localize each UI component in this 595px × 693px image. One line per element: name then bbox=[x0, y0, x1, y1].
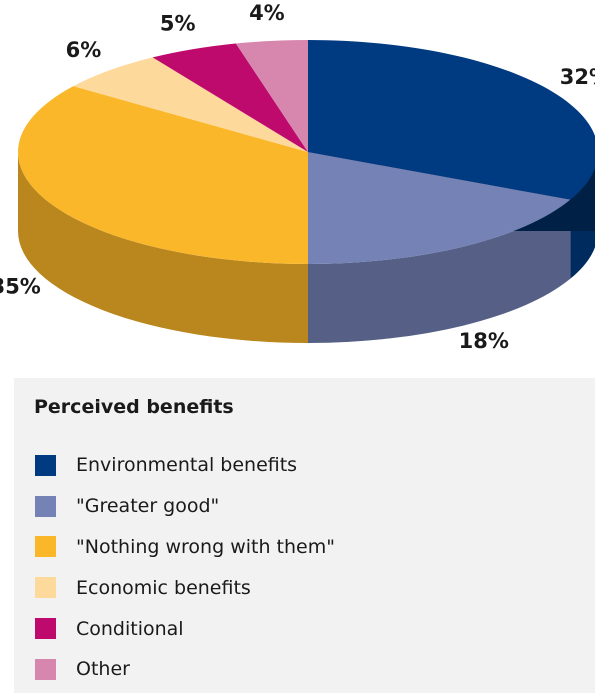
pie-slice-greater-good bbox=[308, 152, 571, 264]
legend-list: Environmental benefits "Greater good" "N… bbox=[35, 445, 335, 690]
legend-swatch-other bbox=[35, 658, 56, 680]
legend-item-conditional: Conditional bbox=[35, 608, 335, 649]
pie-slice-conditional bbox=[152, 43, 308, 152]
legend-label-economic-benefits: Economic benefits bbox=[76, 576, 251, 599]
pie-slice-economic-benefits bbox=[73, 57, 308, 152]
pie-slice-environmental-benefits bbox=[308, 40, 595, 200]
pie-label-other: 4% bbox=[249, 1, 285, 25]
legend-item-greater-good: "Greater good" bbox=[35, 486, 335, 527]
legend-swatch-economic-benefits bbox=[35, 577, 56, 599]
legend-label-other: Other bbox=[76, 658, 130, 681]
legend-item-nothing-wrong: "Nothing wrong with them" bbox=[35, 527, 335, 568]
legend-item-environmental-benefits: Environmental benefits bbox=[35, 445, 335, 486]
legend-swatch-conditional bbox=[35, 618, 56, 640]
legend-panel: Perceived benefits Environmental benefit… bbox=[14, 378, 595, 693]
pie-slices-group bbox=[18, 40, 595, 343]
pie-label-greater-good: 18% bbox=[459, 329, 509, 353]
pie-labels-group: 32% 18% 35% 6% 5% 4% bbox=[0, 1, 595, 353]
legend-swatch-nothing-wrong bbox=[35, 536, 56, 558]
pie-slice-nothing-wrong-with-them bbox=[18, 86, 309, 264]
legend-label-nothing-wrong: "Nothing wrong with them" bbox=[76, 535, 335, 558]
legend-label-conditional: Conditional bbox=[76, 617, 184, 640]
legend-swatch-greater-good bbox=[35, 495, 56, 517]
pie-slice-other bbox=[235, 40, 308, 152]
pie-chart: 32% 18% 35% 6% 5% 4% bbox=[0, 1, 595, 353]
pie-label-economic-benefits: 6% bbox=[66, 38, 102, 62]
legend-item-economic-benefits: Economic benefits bbox=[35, 567, 335, 608]
pie-side-greater-good bbox=[308, 199, 571, 343]
pie-label-environmental-benefits: 32% bbox=[560, 65, 595, 89]
pie-side-nothing-wrong-with-them bbox=[18, 152, 308, 343]
legend-label-environmental-benefits: Environmental benefits bbox=[76, 454, 298, 477]
legend-item-other: Other bbox=[35, 649, 335, 690]
pie-label-nothing-wrong-with-them: 35% bbox=[0, 275, 41, 299]
legend-title: Perceived benefits bbox=[34, 396, 234, 418]
legend-label-greater-good: "Greater good" bbox=[76, 495, 220, 518]
legend-swatch-environmental-benefits bbox=[35, 454, 56, 476]
pie-label-conditional: 5% bbox=[160, 12, 196, 36]
